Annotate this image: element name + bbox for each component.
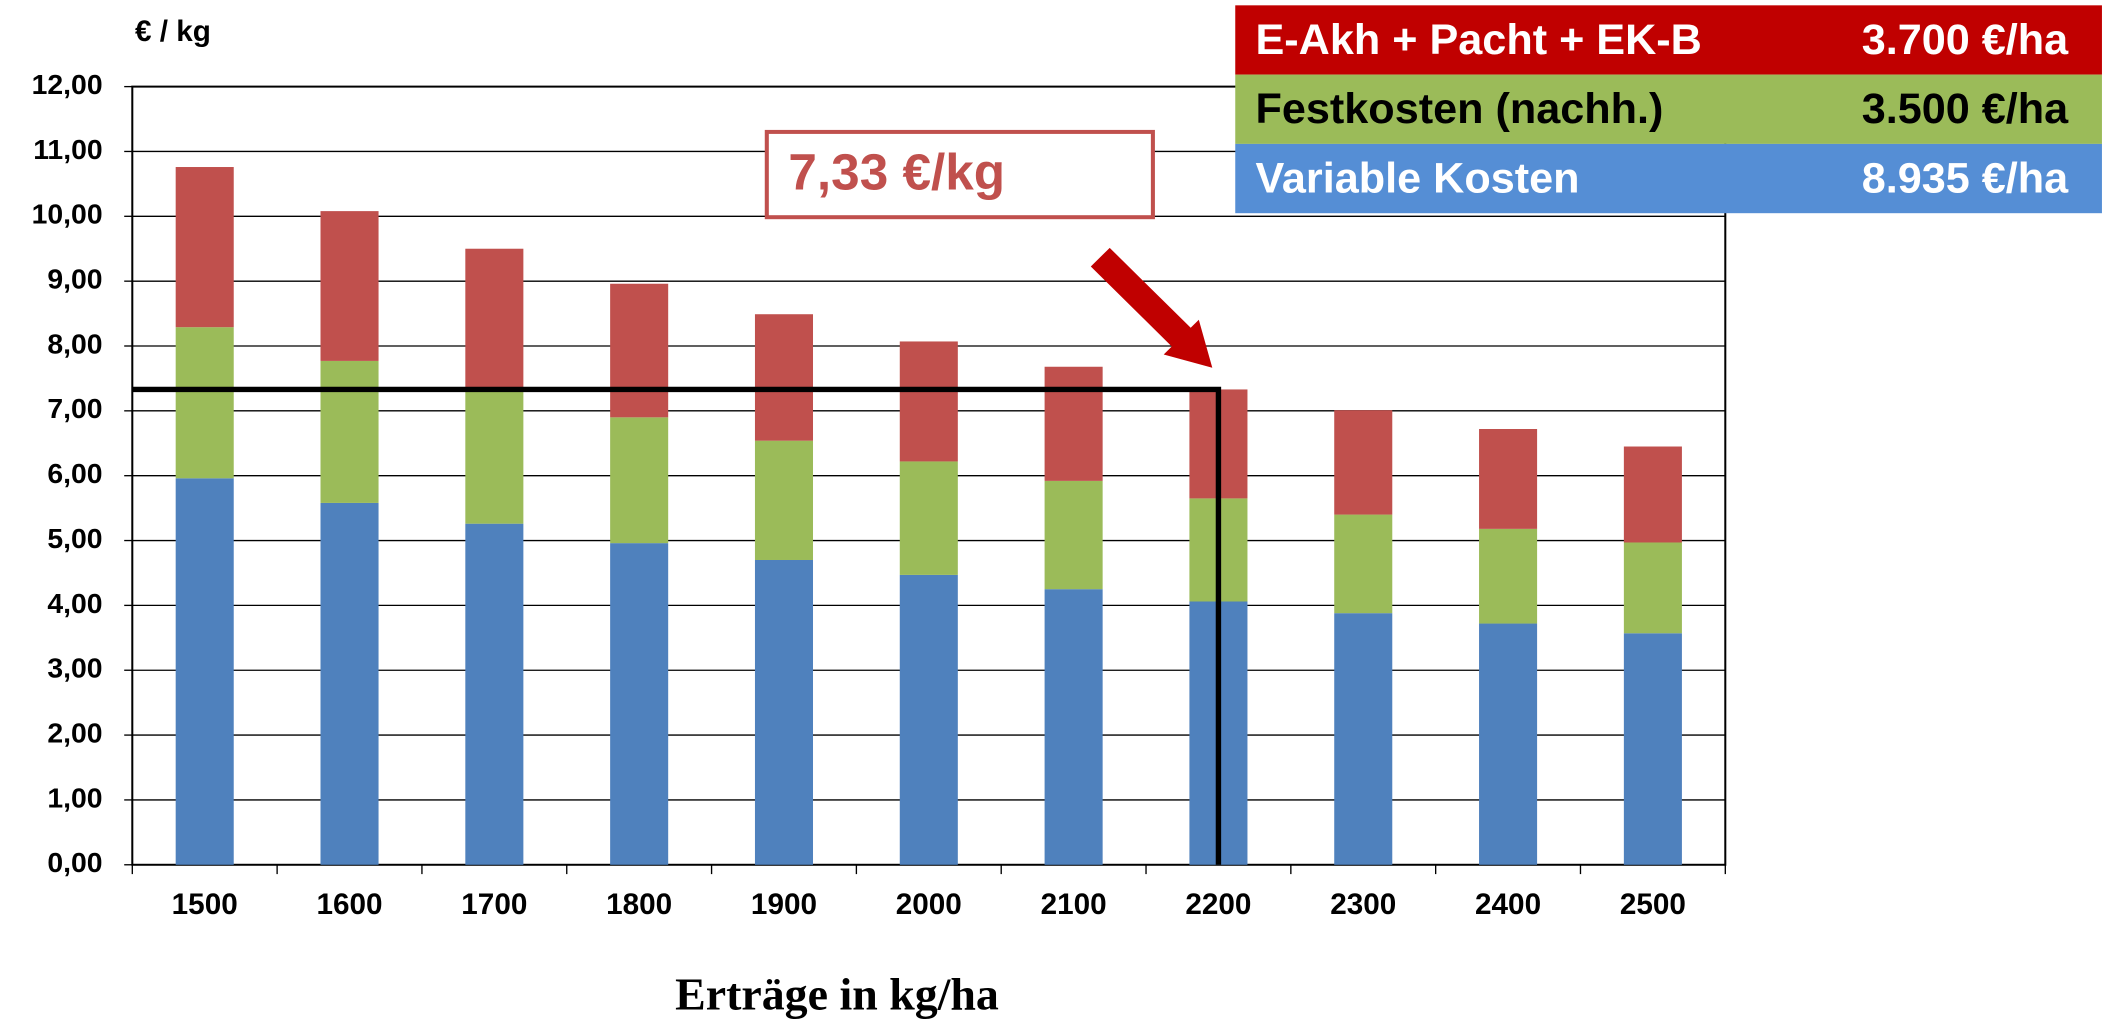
x-tick-label: 1600 bbox=[316, 888, 382, 921]
bar-segment bbox=[754, 440, 814, 560]
bar-segment bbox=[320, 360, 379, 503]
x-tick-label: 1500 bbox=[172, 888, 238, 921]
reference-line bbox=[132, 386, 1222, 865]
x-tick-label: 2200 bbox=[1185, 888, 1251, 921]
y-tick-label: 1,00 bbox=[47, 782, 102, 813]
y-axis-label: € / kg bbox=[135, 15, 211, 48]
y-tick-label: 10,00 bbox=[32, 199, 103, 230]
annotation-arrow bbox=[1090, 247, 1213, 368]
bar-segment bbox=[1334, 514, 1393, 614]
bar-segment bbox=[175, 327, 234, 479]
bar-segment bbox=[465, 248, 524, 391]
bar-segment bbox=[1623, 542, 1682, 634]
bar-segment bbox=[1479, 528, 1538, 624]
bar-segment bbox=[1623, 633, 1682, 865]
legend-amount: 3.700 €/ha bbox=[1862, 16, 2070, 64]
bar-segment bbox=[754, 314, 814, 441]
bar-segment bbox=[610, 417, 669, 544]
bar-segment bbox=[175, 167, 234, 328]
x-tick-label: 1900 bbox=[751, 888, 817, 921]
annotation-box bbox=[764, 129, 1155, 220]
bar-segment bbox=[1044, 480, 1103, 590]
bar-segment bbox=[610, 543, 669, 865]
annotation-label: 7,33 €/kg bbox=[788, 144, 1005, 201]
bar-segment bbox=[465, 390, 524, 524]
bar-segment bbox=[1044, 366, 1103, 481]
y-tick-label: 2,00 bbox=[47, 718, 102, 749]
y-tick-label: 6,00 bbox=[47, 458, 102, 489]
bar-segment bbox=[899, 341, 958, 462]
bar-segment bbox=[1479, 429, 1538, 529]
legend-amount: 8.935 €/ha bbox=[1862, 155, 2070, 203]
bar-segment bbox=[1623, 446, 1682, 543]
bar-segment bbox=[754, 559, 814, 865]
legend-swatch bbox=[1235, 5, 2102, 75]
legend-label: Festkosten (nachh.) bbox=[1256, 85, 1664, 133]
x-tick-label: 1800 bbox=[606, 888, 672, 921]
bar-segment bbox=[1479, 623, 1538, 865]
bar-segment bbox=[465, 523, 524, 865]
x-tick-label: 2300 bbox=[1330, 888, 1396, 921]
x-tick-label: 2500 bbox=[1620, 888, 1686, 921]
bar-segment bbox=[1044, 589, 1103, 865]
y-tick-label: 8,00 bbox=[47, 329, 102, 360]
legend-amount: 3.500 €/ha bbox=[1862, 85, 2070, 133]
x-tick-label: 2000 bbox=[896, 888, 962, 921]
bar-segment bbox=[320, 502, 379, 865]
x-axis-label: Erträge in kg/ha bbox=[675, 969, 999, 1020]
y-tick-label: 9,00 bbox=[47, 264, 102, 295]
legend-swatch bbox=[1235, 74, 2102, 144]
bar-segment bbox=[610, 283, 669, 418]
legend-label: E-Akh + Pacht + EK-B bbox=[1256, 16, 1702, 64]
bar-segment bbox=[175, 478, 234, 865]
x-tick-label: 1700 bbox=[461, 888, 527, 921]
bar-segment bbox=[1334, 410, 1393, 515]
y-tick-label: 4,00 bbox=[47, 588, 102, 619]
x-tick-label: 2400 bbox=[1475, 888, 1541, 921]
y-tick-label: 3,00 bbox=[47, 653, 102, 684]
y-tick-label: 0,00 bbox=[47, 847, 102, 878]
bar-segment bbox=[899, 461, 958, 575]
y-tick-label: 5,00 bbox=[47, 523, 102, 554]
x-tick-label: 2100 bbox=[1041, 888, 1107, 921]
y-tick-label: 11,00 bbox=[33, 134, 102, 165]
bar-segment bbox=[1334, 613, 1393, 865]
y-tick-label: 7,00 bbox=[47, 393, 102, 424]
legend-label: Variable Kosten bbox=[1256, 155, 1580, 203]
legend-swatch bbox=[1235, 143, 2102, 214]
bar-segment bbox=[899, 574, 958, 865]
bar-segment bbox=[320, 211, 379, 361]
y-tick-label: 12,00 bbox=[32, 69, 103, 100]
